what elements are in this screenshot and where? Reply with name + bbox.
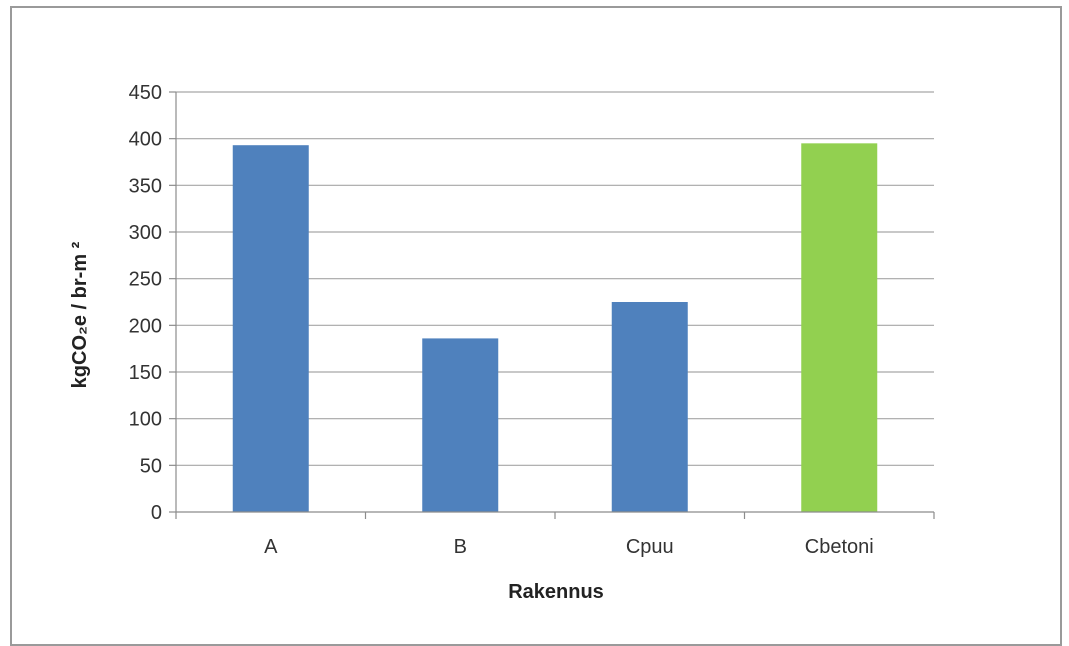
y-tick-labels: 0 50 100 150 200 250 300 350 400 450 [129,82,162,524]
y-tick-label: 50 [140,455,162,477]
x-axis-title: Rakennus [508,581,604,603]
bar-cpuu [611,302,688,512]
y-tick-label: 100 [129,409,162,431]
x-tick-label: A [264,536,278,558]
bar-b [422,338,499,512]
y-tick-label: 400 [129,129,162,151]
axes [175,92,935,519]
x-tick-label: Cbetoni [805,536,874,558]
x-tick-label: Cpuu [626,536,674,558]
y-tick-label: 0 [151,502,162,524]
y-tick-label: 450 [129,82,162,104]
y-tick-label: 200 [129,315,162,337]
y-axis-title: kgCO₂e / br-m ² [69,241,91,388]
y-tick-label: 150 [129,362,162,384]
y-tick-label: 300 [129,222,162,244]
bars [232,143,878,513]
y-tick-label: 350 [129,175,162,197]
y-tick-label: 250 [129,269,162,291]
bar-cbetoni [801,143,878,513]
x-tick-label: B [454,536,467,558]
chart-frame [10,6,1062,646]
x-tick-labels: A B Cpuu Cbetoni [264,536,874,558]
bar-a [232,145,309,512]
